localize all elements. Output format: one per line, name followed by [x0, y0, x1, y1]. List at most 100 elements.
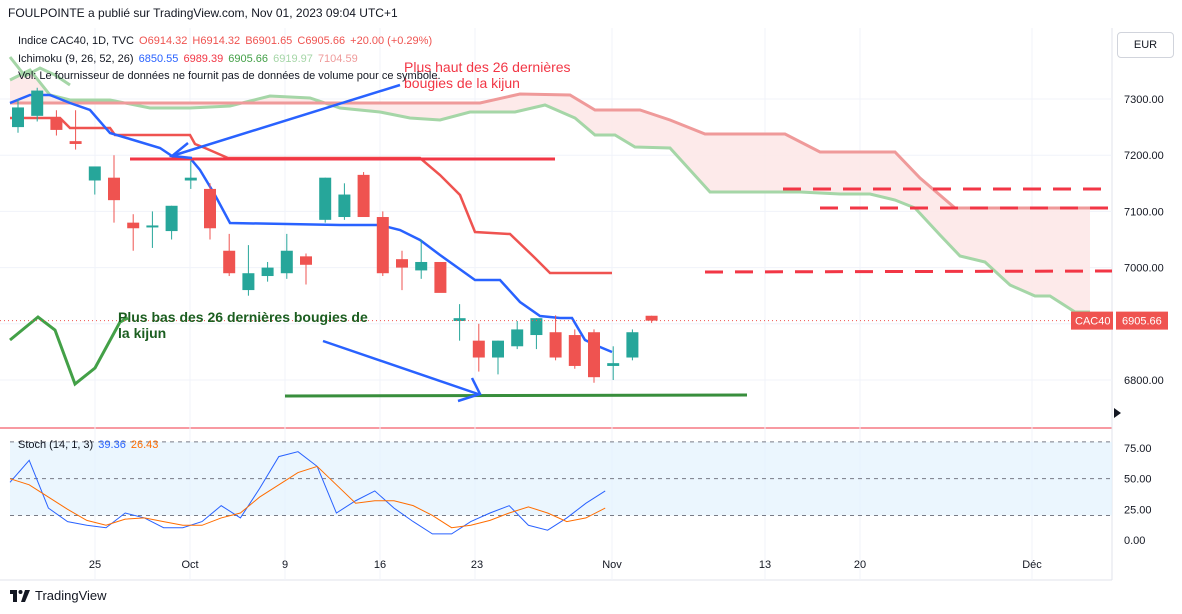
candle-body	[127, 222, 140, 229]
candle-body	[376, 217, 389, 274]
tradingview-logo[interactable]: TradingView	[10, 588, 107, 603]
candle	[146, 211, 159, 248]
projected-level-3	[704, 269, 1113, 274]
time-tick-label: 25	[89, 559, 101, 571]
stoch-k-line	[9, 451, 606, 535]
candle-body	[607, 363, 620, 366]
candle-body	[588, 332, 600, 378]
candle-body	[204, 188, 216, 229]
senkou-span-a	[9, 68, 1090, 314]
candle-body	[69, 141, 82, 144]
tenkan-sen	[10, 116, 612, 275]
symbol-legend[interactable]: Indice CAC40, 1D, TVC O6914.32 H6914.32 …	[18, 35, 434, 47]
candle-body	[280, 250, 293, 274]
stoch-k-value: 39.36	[98, 439, 126, 451]
currency-button[interactable]: EUR	[1117, 32, 1174, 58]
bottom-arrow-line	[322, 339, 479, 396]
candle	[12, 99, 24, 133]
ichimoku-name: Ichimoku (9, 26, 52, 26)	[18, 53, 134, 65]
candle-body	[645, 315, 658, 321]
ichimoku-legend[interactable]: Ichimoku (9, 26, 52, 26) 6850.55 6989.39…	[18, 53, 360, 65]
change-value: +20.00 (+0.29%)	[350, 35, 433, 47]
price-tick-label: 7100.00	[1124, 206, 1164, 218]
annotation-top-line2: bougies de la kijun	[404, 75, 520, 91]
close-value: C6905.66	[297, 35, 346, 47]
publisher-attribution: FOULPOINTE a publié sur TradingView.com,…	[8, 6, 398, 20]
candle	[127, 214, 140, 251]
candle	[319, 177, 332, 223]
candle	[415, 239, 428, 279]
time-tick-label: Déc	[1022, 559, 1042, 571]
candle-body	[12, 107, 24, 128]
tradingview-icon	[10, 589, 30, 602]
candle-body	[300, 256, 312, 265]
candle	[165, 205, 178, 240]
bottom-arrow-head	[457, 377, 482, 403]
candle	[88, 166, 101, 195]
candle	[607, 346, 620, 380]
annotation-bottom-line2: la kijun	[118, 325, 166, 341]
candle	[511, 320, 524, 350]
candle	[300, 253, 312, 285]
candle	[376, 211, 389, 277]
candle	[338, 183, 351, 220]
candle-body	[453, 318, 466, 321]
time-tick-label: Oct	[181, 559, 198, 571]
candle	[357, 172, 370, 218]
price-tick-label: 7000.00	[1124, 263, 1164, 275]
candle	[396, 250, 408, 291]
candle	[31, 87, 44, 122]
ichimoku-spanA-value: 6919.97	[273, 53, 313, 65]
senkou-span-a-start	[8, 56, 71, 87]
last-symbol-tag	[1071, 311, 1113, 330]
candle-body	[165, 205, 178, 232]
horizontal-levels	[130, 157, 1113, 398]
candle-body	[511, 329, 524, 347]
brand-name: TradingView	[35, 588, 107, 603]
low-value: B6901.65	[245, 35, 293, 47]
last-symbol-label: CAC40	[1075, 316, 1110, 328]
high-value: H6914.32	[192, 35, 241, 47]
candle-body	[108, 177, 120, 201]
stoch-tick-label: 25.00	[1124, 504, 1152, 516]
candle-body	[357, 174, 370, 218]
volume-note: Vol: Le fournisseur de données ne fourni…	[18, 70, 441, 82]
candle	[184, 160, 197, 189]
annotation-bottom-line1: Plus bas des 26 dernières bougies de	[118, 309, 368, 325]
top-arrow-head	[168, 142, 193, 160]
candle	[568, 329, 581, 369]
time-tick-label: 13	[759, 559, 771, 571]
candle	[108, 155, 120, 223]
candle-body	[146, 225, 159, 228]
candle-body	[223, 250, 236, 274]
last-price-label: 6905.66	[1122, 316, 1162, 328]
candle-body	[50, 118, 63, 130]
ichimoku-tenkan-value: 6989.39	[183, 53, 224, 65]
time-tick-label: 20	[854, 559, 866, 571]
annotation-top-line1: Plus haut des 26 dernières	[404, 59, 571, 75]
chikou-span	[9, 315, 129, 387]
candle	[588, 329, 600, 383]
candle	[50, 110, 63, 136]
candle-body	[338, 194, 351, 218]
candle-body	[31, 90, 44, 116]
candle-body	[242, 273, 255, 291]
price-tick-label: 7200.00	[1124, 150, 1164, 162]
candle	[549, 315, 562, 361]
candle	[261, 261, 274, 282]
open-value: O6914.32	[139, 35, 188, 47]
stoch-tick-label: 75.00	[1124, 443, 1152, 455]
candle	[530, 318, 543, 350]
candle-body	[319, 177, 332, 220]
candle-body	[434, 261, 447, 293]
candle-body	[530, 318, 543, 336]
ichimoku-kijun-value: 6850.55	[138, 53, 179, 65]
candle-body	[88, 166, 101, 181]
candle	[280, 233, 293, 279]
ichimoku-cloud	[9, 68, 1090, 314]
stoch-legend[interactable]: Stoch (14, 1, 3) 39.36 26.43	[18, 439, 160, 451]
candle	[223, 233, 236, 277]
cloud-fill	[10, 70, 1090, 312]
